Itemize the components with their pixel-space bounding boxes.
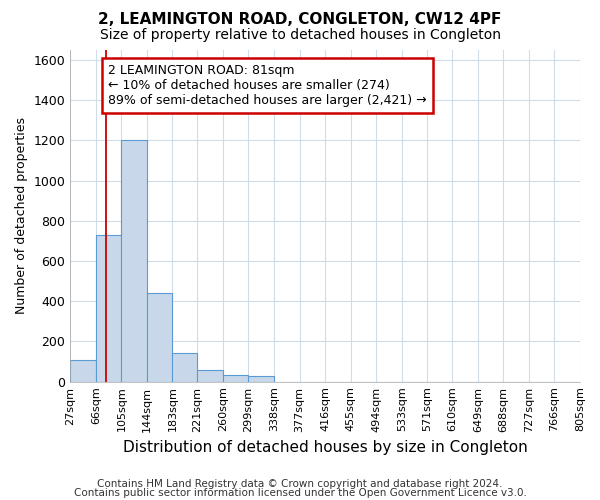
Bar	[70, 360, 96, 382]
Bar	[223, 374, 248, 382]
X-axis label: Distribution of detached houses by size in Congleton: Distribution of detached houses by size …	[123, 440, 527, 455]
Text: Contains public sector information licensed under the Open Government Licence v3: Contains public sector information licen…	[74, 488, 526, 498]
Bar	[121, 140, 147, 382]
Text: Size of property relative to detached houses in Congleton: Size of property relative to detached ho…	[100, 28, 500, 42]
Bar	[197, 370, 223, 382]
Text: Contains HM Land Registry data © Crown copyright and database right 2024.: Contains HM Land Registry data © Crown c…	[97, 479, 503, 489]
Text: 2 LEAMINGTON ROAD: 81sqm
← 10% of detached houses are smaller (274)
89% of semi-: 2 LEAMINGTON ROAD: 81sqm ← 10% of detach…	[108, 64, 427, 107]
Bar	[96, 235, 121, 382]
Bar	[248, 376, 274, 382]
Y-axis label: Number of detached properties: Number of detached properties	[15, 118, 28, 314]
Text: 2, LEAMINGTON ROAD, CONGLETON, CW12 4PF: 2, LEAMINGTON ROAD, CONGLETON, CW12 4PF	[98, 12, 502, 28]
Bar	[147, 293, 172, 382]
Bar	[172, 352, 197, 382]
